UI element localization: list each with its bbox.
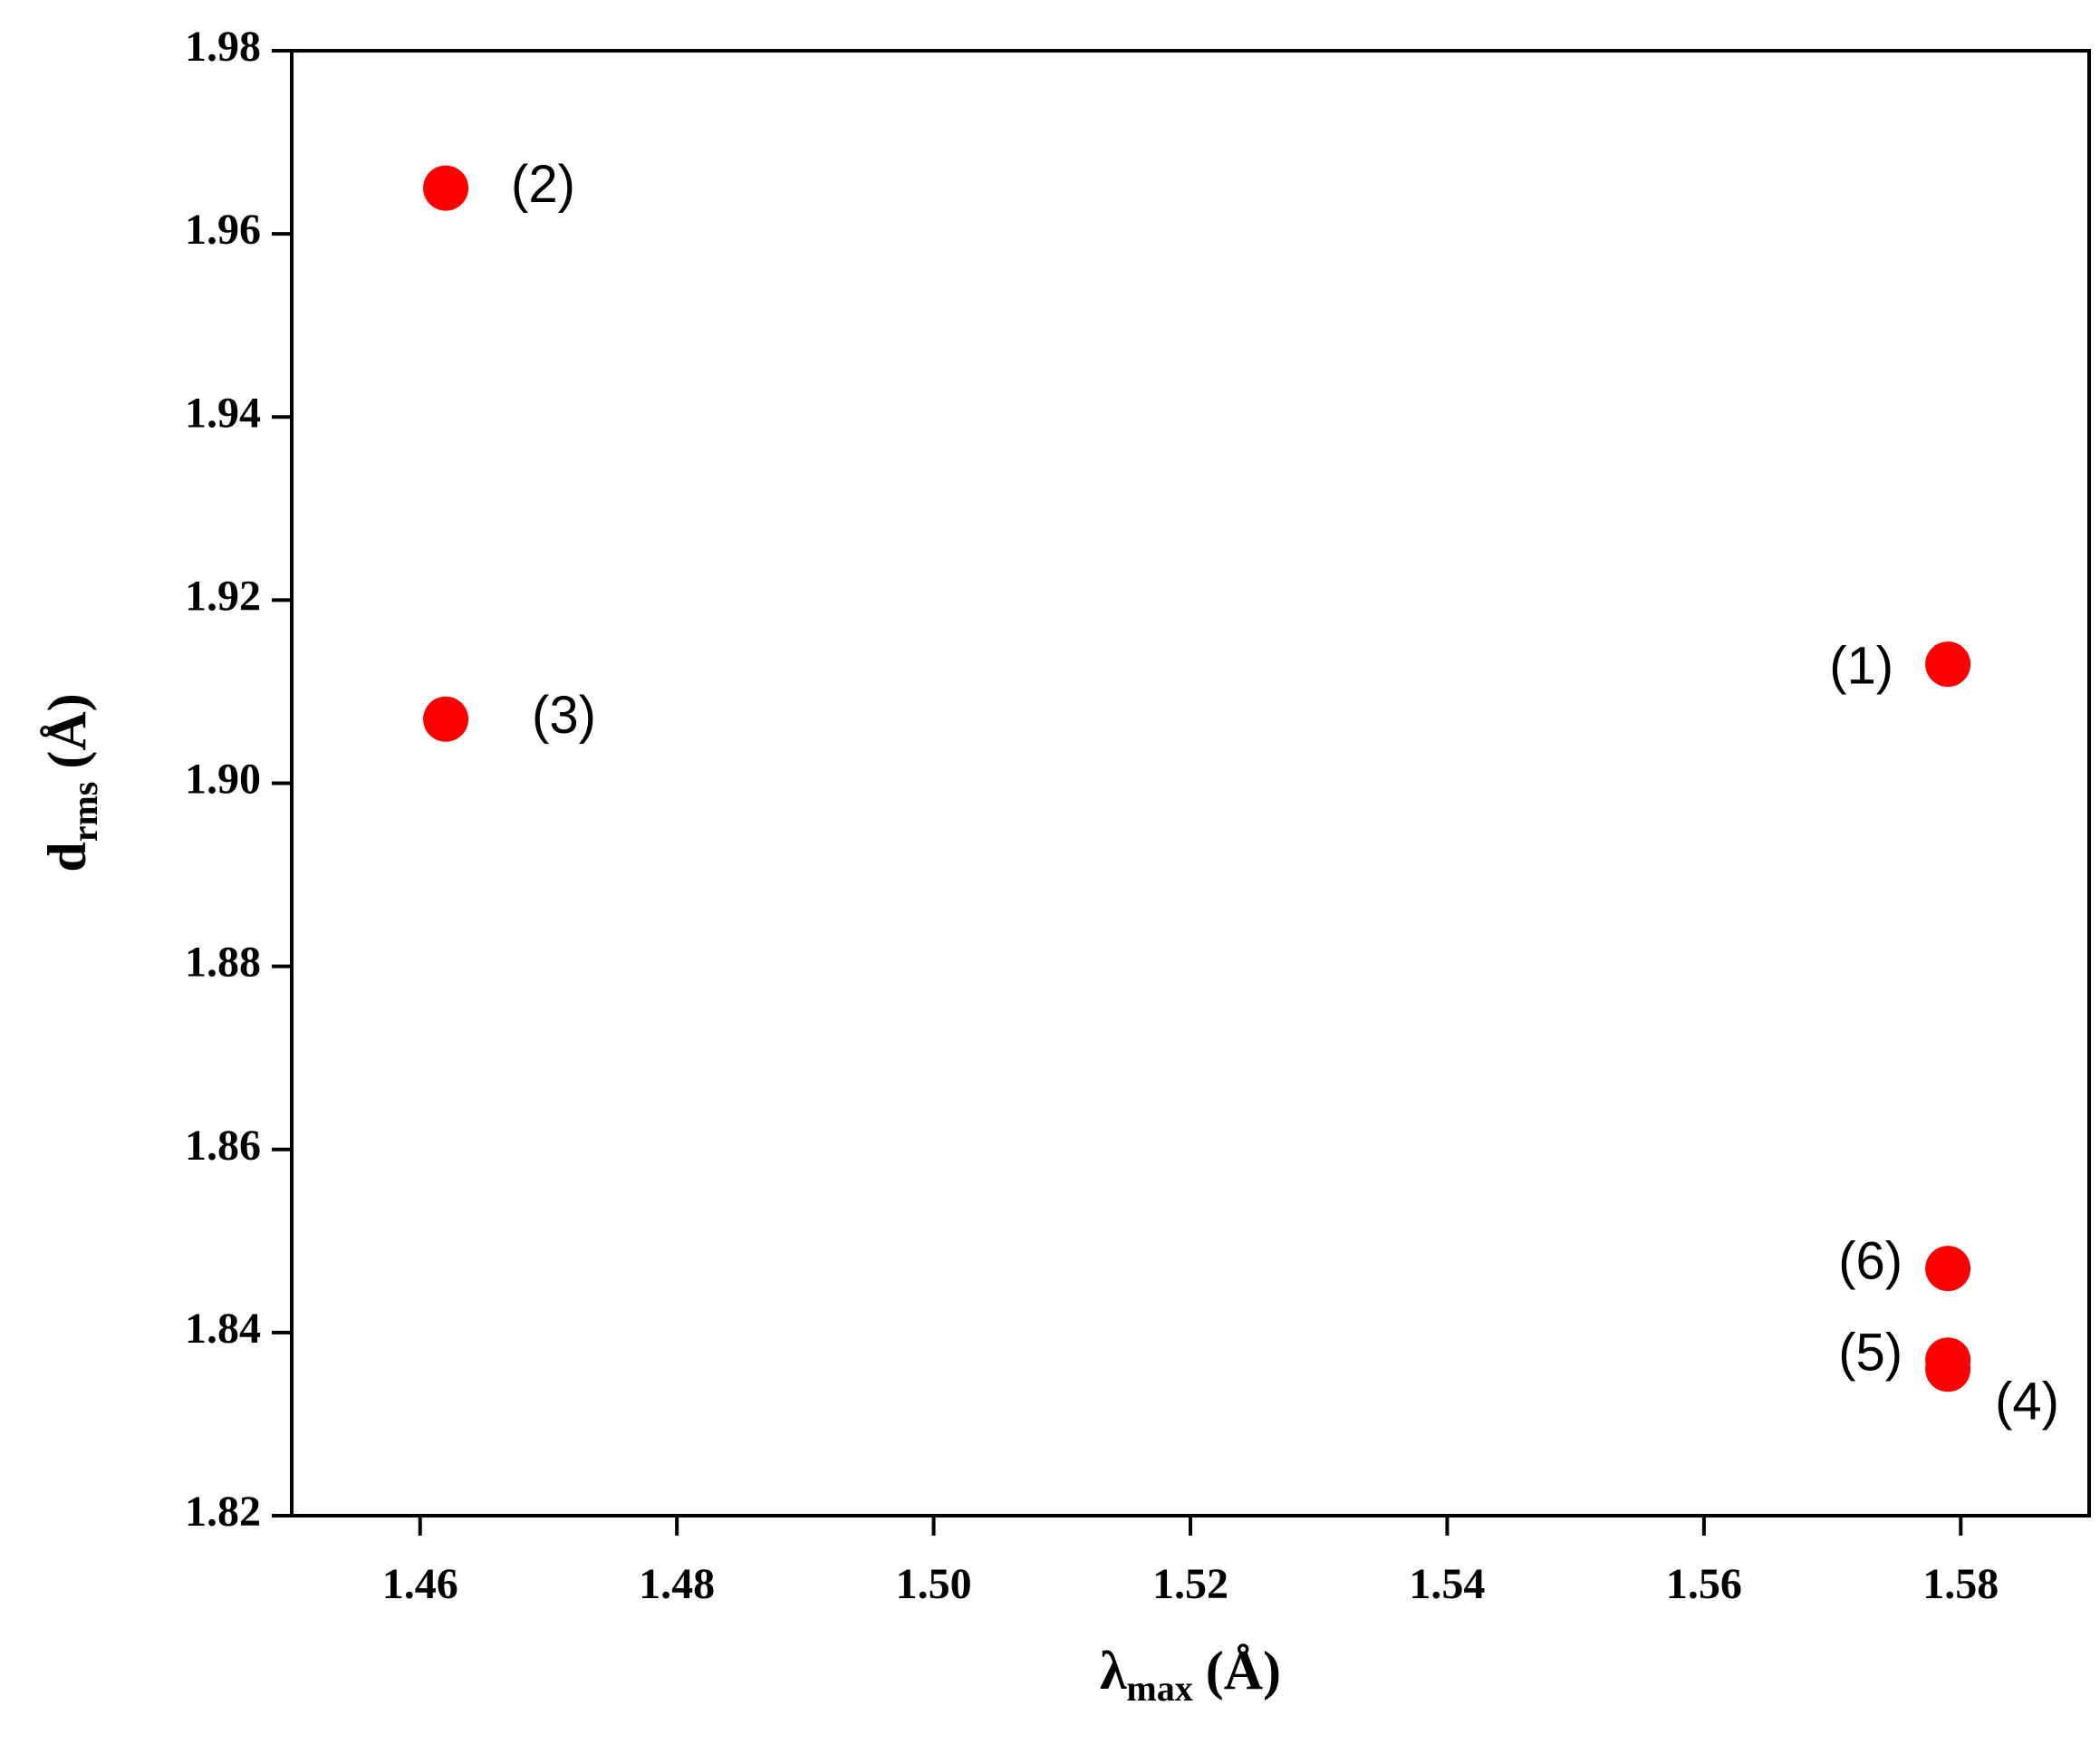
- x-tick-label: 1.46: [382, 1560, 458, 1608]
- point-label: (4): [1995, 1373, 2059, 1431]
- point: [1925, 1246, 1971, 1292]
- x-tick-label: 1.58: [1922, 1560, 1999, 1608]
- y-label-symbol: d: [37, 842, 97, 872]
- x-axis-label: λmax (Å): [1100, 1641, 1281, 1709]
- y-tick-label: 1.90: [185, 756, 261, 804]
- y-tick-label: 1.82: [185, 1488, 261, 1536]
- y-tick-label: 1.96: [185, 206, 261, 254]
- y-label-unit: (Å): [37, 693, 97, 768]
- x-label-symbol: λ: [1100, 1641, 1127, 1701]
- x-tick-label: 1.52: [1152, 1560, 1228, 1608]
- point: [1925, 1337, 1971, 1383]
- y-tick-label: 1.86: [185, 1122, 261, 1170]
- x-label-subscript: max: [1126, 1668, 1192, 1709]
- y-tick-label: 1.84: [185, 1305, 261, 1353]
- point-label: (5): [1838, 1324, 1903, 1383]
- point-label: (6): [1838, 1231, 1903, 1290]
- point-label: (3): [532, 686, 596, 745]
- y-label-subscript: rms: [64, 782, 105, 843]
- point-label: (1): [1829, 636, 1893, 695]
- y-tick-label: 1.92: [185, 572, 261, 620]
- x-tick-label: 1.48: [639, 1560, 715, 1608]
- y-axis-label: drms (Å): [37, 693, 105, 872]
- point: [423, 165, 469, 211]
- x-label-unit: (Å): [1206, 1641, 1281, 1701]
- x-tick-label: 1.50: [896, 1560, 972, 1608]
- point: [423, 696, 469, 742]
- x-tick-label: 1.56: [1666, 1560, 1742, 1608]
- y-tick-label: 1.94: [185, 389, 261, 437]
- point-label: (2): [511, 155, 575, 214]
- point: [1925, 641, 1971, 688]
- y-tick-label: 1.88: [185, 939, 261, 987]
- plot-frame: [290, 49, 2091, 1518]
- x-tick-label: 1.54: [1409, 1560, 1485, 1608]
- y-tick-label: 1.98: [185, 23, 261, 71]
